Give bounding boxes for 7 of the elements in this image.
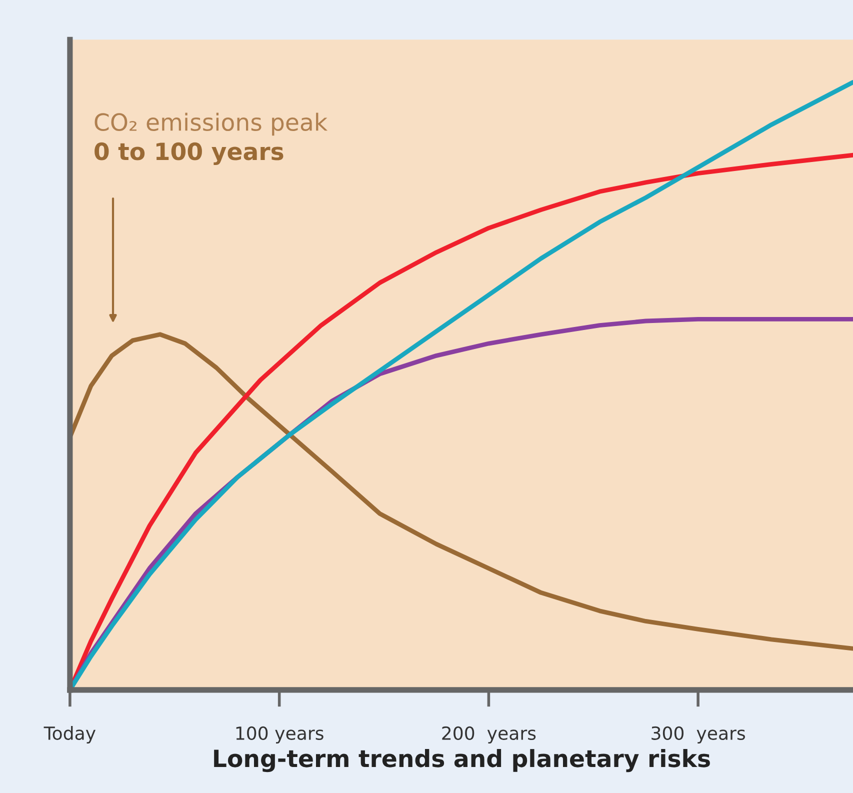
- x-tick-label: 200 years: [442, 726, 536, 744]
- x-tick-label: 300 years: [652, 726, 745, 744]
- annotation: 0 to 100 years: [94, 142, 284, 166]
- x-tick-label: 100 years: [236, 726, 324, 744]
- annotation: CO₂ emissions peak: [94, 112, 328, 136]
- x-tick-label: Today: [44, 726, 96, 744]
- x-axis-title: Long-term trends and planetary risks: [214, 749, 710, 772]
